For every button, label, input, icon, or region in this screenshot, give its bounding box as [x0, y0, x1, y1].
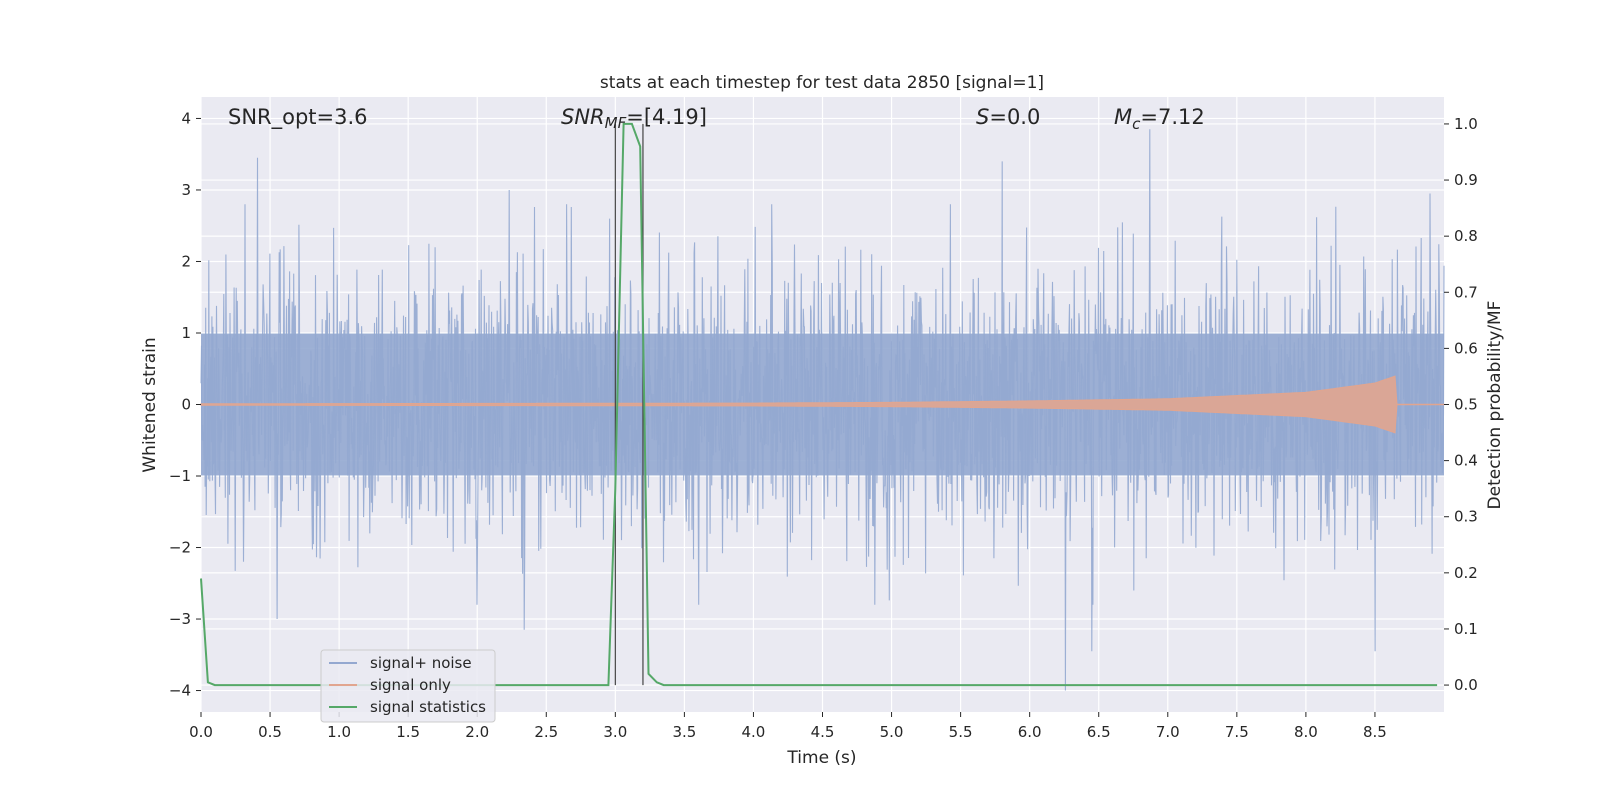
y-left-tick-label: −3: [169, 610, 191, 628]
x-tick-label: 3.0: [603, 723, 627, 741]
x-tick-label: 8.0: [1294, 723, 1318, 741]
x-tick-label: 5.0: [880, 723, 904, 741]
x-tick-label: 3.5: [672, 723, 696, 741]
signal-only-series: [200, 375, 1444, 434]
x-tick-label: 7.0: [1156, 723, 1180, 741]
y-left-tick-label: 2: [181, 252, 191, 270]
x-tick-label: 8.5: [1363, 723, 1387, 741]
x-tick-label: 2.5: [534, 723, 558, 741]
x-tick-label: 6.5: [1087, 723, 1111, 741]
y-left-tick-label: −2: [169, 539, 191, 557]
y-right-tick-label: 0.0: [1454, 676, 1478, 694]
x-tick-label: 0.0: [189, 723, 213, 741]
chart-title: stats at each timestep for test data 285…: [600, 73, 1044, 93]
annotation-mc: Mc=7.12: [1114, 105, 1205, 133]
y-right-tick-label: 0.6: [1454, 339, 1478, 357]
y-left-tick-label: 4: [181, 109, 191, 127]
signal-only-envelope: [200, 375, 1398, 434]
y-right-tick-label: 0.8: [1454, 227, 1478, 245]
y-right-tick-label: 0.5: [1454, 396, 1478, 414]
signal-noise-trace: [200, 129, 1445, 691]
legend-box: [320, 649, 496, 723]
legend-label-signal-only: signal only: [370, 676, 451, 694]
y-right-tick-label: 0.9: [1454, 171, 1478, 189]
signal-statistics-line: [200, 122, 1438, 687]
y-right-tick-label: 0.3: [1454, 508, 1478, 526]
y-right-tick-label: 0.7: [1454, 283, 1478, 301]
y-left-tick-label: −4: [169, 682, 191, 700]
legend: signal+ noise signal only signal statist…: [320, 649, 496, 723]
x-tick-label: 4.5: [811, 723, 835, 741]
left-axis-label: Whitened strain: [140, 337, 160, 472]
y-right-tick-label: 0.1: [1454, 620, 1478, 638]
x-tick-label: 1.5: [396, 723, 420, 741]
x-tick-label: 5.5: [949, 723, 973, 741]
y-right-tick-label: 1.0: [1454, 115, 1478, 133]
y-left-tick-label: −1: [169, 467, 191, 485]
annotation-s: S=0.0: [976, 105, 1040, 129]
vertical-markers: [614, 123, 644, 686]
legend-label-signal-noise: signal+ noise: [370, 654, 472, 672]
x-tick-label: 7.5: [1225, 723, 1249, 741]
y-right-tick-label: 0.2: [1454, 564, 1478, 582]
x-tick-label: 0.5: [258, 723, 282, 741]
x-tick-label: 1.0: [327, 723, 351, 741]
x-tick-label: 6.0: [1018, 723, 1042, 741]
x-tick-label: 4.0: [742, 723, 766, 741]
annotation-snr-opt: SNR_opt=3.6: [228, 105, 368, 130]
axis-ticks: 0.0 0.5 1.0 1.5 2.0 2.5 3.0 3.5 4.0 4.5 5.0 5.5 6.0 6…: [169, 109, 1478, 741]
legend-label-signal-statistics: signal statistics: [370, 698, 486, 716]
x-tick-label: 2.0: [465, 723, 489, 741]
y-right-tick-label: 0.4: [1454, 452, 1478, 470]
right-axis-label: Detection probability/MF: [1485, 301, 1505, 510]
y-left-tick-label: 3: [181, 181, 191, 199]
signal-statistics-series: [200, 122, 1438, 687]
y-left-tick-label: 1: [181, 324, 191, 342]
annotation-snr-mf: SNRMF=[4.19]: [561, 105, 707, 132]
x-axis-label: Time (s): [786, 748, 856, 768]
y-left-tick-label: 0: [181, 396, 191, 414]
